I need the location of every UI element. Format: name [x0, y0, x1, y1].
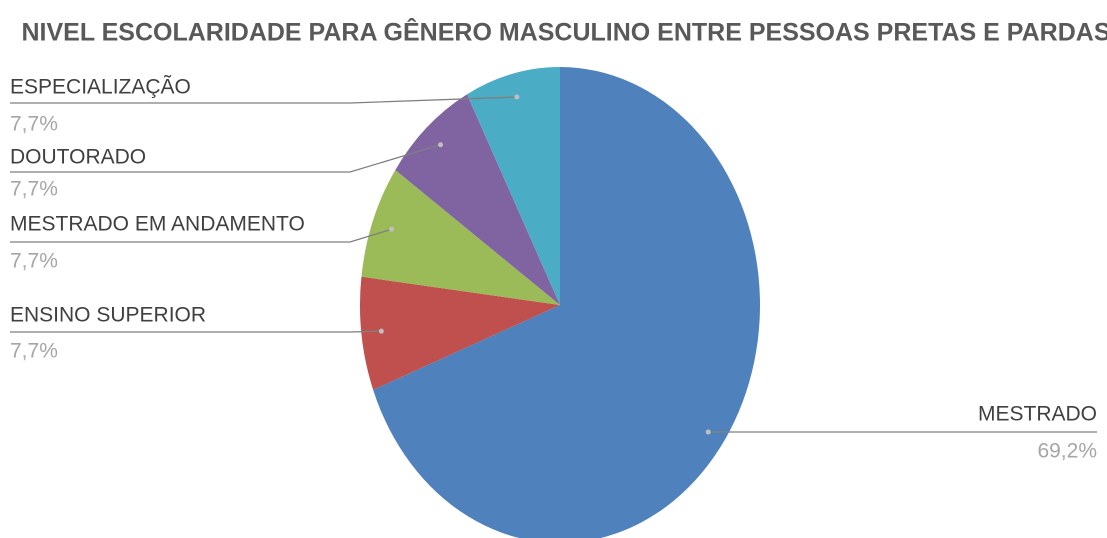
slice-value: 7,7%: [10, 178, 58, 201]
slice-label: MESTRADO: [978, 403, 1097, 426]
leader-line: [10, 96, 517, 104]
slice-value: 7,7%: [10, 113, 58, 136]
chart-title: NIVEL ESCOLARIDADE PARA GÊNERO MASCULINO…: [21, 17, 1107, 47]
slice-value: 7,7%: [10, 250, 58, 273]
slice-value: 7,7%: [10, 340, 58, 363]
pie-slice: [395, 94, 560, 306]
pie-slice: [361, 169, 560, 305]
leader-dot: [705, 429, 711, 435]
pie-slice: [360, 276, 560, 390]
slice-label: DOUTORADO: [10, 146, 146, 169]
slice-value: 69,2%: [1037, 440, 1097, 463]
leader-dot: [514, 94, 520, 100]
leader-line: [10, 330, 382, 333]
leader-dot: [378, 328, 384, 334]
leader-line: [10, 144, 441, 173]
leader-dot: [438, 142, 444, 148]
slice-label: ENSINO SUPERIOR: [10, 304, 206, 327]
pie-slice: [466, 67, 560, 305]
leader-line: [10, 228, 392, 243]
slice-label: ESPECIALIZAÇÃO: [10, 75, 191, 99]
pie-slice: [373, 67, 760, 538]
leader-dot: [389, 226, 395, 232]
slice-label: MESTRADO EM ANDAMENTO: [10, 213, 305, 236]
